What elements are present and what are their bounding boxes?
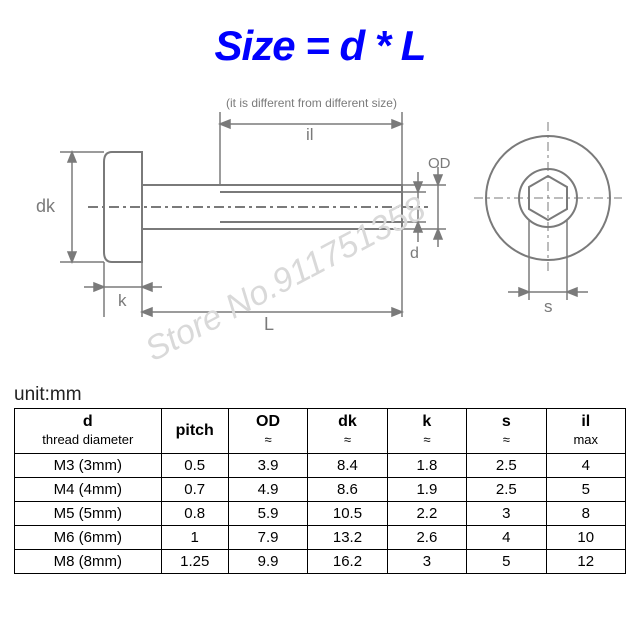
- label-il: il: [306, 125, 314, 144]
- table-cell: 3: [467, 501, 546, 525]
- bolt-top-view: s: [468, 120, 628, 340]
- table-cell: 12: [546, 549, 625, 573]
- table-cell: 3.9: [228, 453, 307, 477]
- spec-table-wrap: dthread diameter pitch OD≈ dk≈ k≈ s≈ ilm…: [0, 408, 626, 574]
- table-cell: 1.25: [161, 549, 228, 573]
- table-body: M3 (3mm)0.53.98.41.82.54M4 (4mm)0.74.98.…: [15, 453, 626, 573]
- label-L: L: [264, 314, 274, 334]
- table-header-row: dthread diameter pitch OD≈ dk≈ k≈ s≈ ilm…: [15, 409, 626, 454]
- table-cell: 2.2: [387, 501, 466, 525]
- bolt-side-view: dk il k L d OD: [30, 112, 450, 342]
- table-cell: 0.8: [161, 501, 228, 525]
- table-cell: 8.4: [308, 453, 387, 477]
- table-row: M3 (3mm)0.53.98.41.82.54: [15, 453, 626, 477]
- table-cell: M6 (6mm): [15, 525, 162, 549]
- table-cell: M8 (8mm): [15, 549, 162, 573]
- note-il: (it is different from different size): [226, 96, 397, 110]
- table-cell: 2.5: [467, 477, 546, 501]
- label-dk: dk: [36, 196, 56, 216]
- label-k: k: [118, 291, 127, 310]
- table-cell: 9.9: [228, 549, 307, 573]
- title: Size = d * L: [0, 22, 640, 70]
- table-cell: 13.2: [308, 525, 387, 549]
- table-cell: 4: [467, 525, 546, 549]
- table-cell: 8: [546, 501, 625, 525]
- table-cell: 5: [467, 549, 546, 573]
- table-cell: 5.9: [228, 501, 307, 525]
- table-cell: 4: [546, 453, 625, 477]
- label-d: d: [410, 245, 419, 262]
- table-cell: M3 (3mm): [15, 453, 162, 477]
- table-cell: 3: [387, 549, 466, 573]
- label-s: s: [544, 297, 553, 316]
- table-cell: M4 (4mm): [15, 477, 162, 501]
- table-row: M8 (8mm)1.259.916.23512: [15, 549, 626, 573]
- table-cell: 16.2: [308, 549, 387, 573]
- table-row: M4 (4mm)0.74.98.61.92.55: [15, 477, 626, 501]
- table-cell: M5 (5mm): [15, 501, 162, 525]
- table-cell: 4.9: [228, 477, 307, 501]
- table-cell: 10: [546, 525, 625, 549]
- table-cell: 1.9: [387, 477, 466, 501]
- table-row: M6 (6mm)17.913.22.6410: [15, 525, 626, 549]
- table-cell: 2.5: [467, 453, 546, 477]
- label-OD: OD: [428, 155, 450, 172]
- table-cell: 10.5: [308, 501, 387, 525]
- table-cell: 7.9: [228, 525, 307, 549]
- table-row: M5 (5mm)0.85.910.52.238: [15, 501, 626, 525]
- table-cell: 1: [161, 525, 228, 549]
- table-cell: 0.7: [161, 477, 228, 501]
- table-cell: 2.6: [387, 525, 466, 549]
- table-cell: 1.8: [387, 453, 466, 477]
- spec-table: dthread diameter pitch OD≈ dk≈ k≈ s≈ ilm…: [14, 408, 626, 574]
- unit-label: unit:mm: [14, 384, 82, 406]
- table-cell: 8.6: [308, 477, 387, 501]
- table-cell: 5: [546, 477, 625, 501]
- table-cell: 0.5: [161, 453, 228, 477]
